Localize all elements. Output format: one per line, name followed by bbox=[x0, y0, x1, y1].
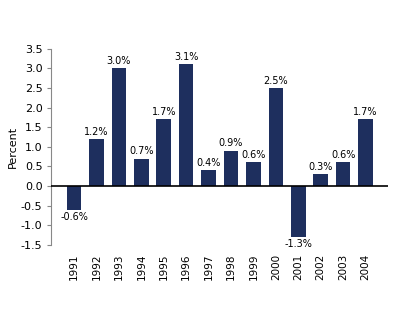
Text: 0.4%: 0.4% bbox=[196, 158, 221, 168]
Text: 2.5%: 2.5% bbox=[263, 76, 288, 85]
Text: 0.9%: 0.9% bbox=[219, 138, 243, 148]
Bar bbox=[89, 139, 104, 186]
Text: 1.7%: 1.7% bbox=[152, 107, 176, 117]
Text: -1.3%: -1.3% bbox=[284, 239, 312, 249]
Text: 3.1%: 3.1% bbox=[174, 52, 198, 62]
Bar bbox=[358, 119, 373, 186]
Bar bbox=[134, 159, 148, 186]
Bar bbox=[67, 186, 81, 210]
Bar bbox=[224, 151, 238, 186]
Bar bbox=[336, 162, 350, 186]
Text: 1.7%: 1.7% bbox=[353, 107, 378, 117]
Bar bbox=[246, 162, 261, 186]
Bar bbox=[112, 68, 126, 186]
Text: 1.2%: 1.2% bbox=[84, 127, 109, 137]
Bar bbox=[291, 186, 306, 237]
Text: 0.3%: 0.3% bbox=[308, 162, 333, 172]
Text: 3.0%: 3.0% bbox=[107, 56, 131, 66]
Text: 0.6%: 0.6% bbox=[331, 150, 355, 160]
Text: Annual Percent Change in U.S. Greenhouse Gas Emissions: Annual Percent Change in U.S. Greenhouse… bbox=[0, 11, 396, 25]
Text: 0.6%: 0.6% bbox=[241, 150, 266, 160]
Bar bbox=[268, 88, 283, 186]
Y-axis label: Percent: Percent bbox=[8, 126, 18, 168]
Bar bbox=[313, 174, 328, 186]
Bar bbox=[201, 170, 216, 186]
Text: 0.7%: 0.7% bbox=[129, 146, 154, 156]
Text: -0.6%: -0.6% bbox=[60, 212, 88, 222]
Bar bbox=[179, 64, 193, 186]
Bar bbox=[156, 119, 171, 186]
